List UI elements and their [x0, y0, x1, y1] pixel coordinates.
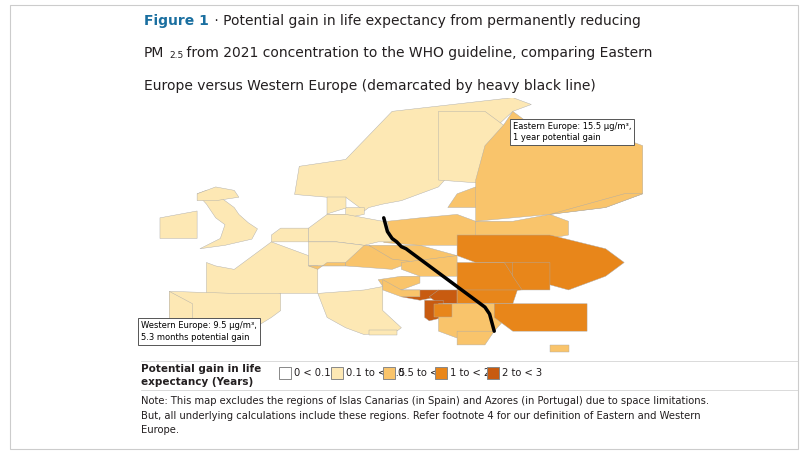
- Polygon shape: [160, 211, 197, 238]
- FancyBboxPatch shape: [10, 5, 798, 449]
- Bar: [331, 366, 343, 379]
- Bar: [280, 366, 292, 379]
- Polygon shape: [384, 214, 476, 245]
- Polygon shape: [169, 291, 280, 345]
- Text: 0.5 to < 1: 0.5 to < 1: [398, 367, 448, 378]
- Polygon shape: [197, 187, 239, 201]
- Polygon shape: [378, 276, 420, 290]
- Text: 2 to < 3: 2 to < 3: [503, 367, 542, 378]
- Polygon shape: [295, 98, 532, 211]
- Text: 1 to < 2: 1 to < 2: [450, 367, 490, 378]
- Polygon shape: [513, 262, 550, 290]
- Bar: [384, 366, 395, 379]
- Polygon shape: [309, 262, 346, 269]
- Polygon shape: [309, 242, 392, 266]
- Polygon shape: [494, 304, 587, 331]
- Polygon shape: [503, 262, 532, 276]
- Polygon shape: [271, 228, 309, 242]
- Text: 0 < 0.1: 0 < 0.1: [294, 367, 331, 378]
- Polygon shape: [369, 245, 457, 262]
- Polygon shape: [318, 286, 402, 335]
- Polygon shape: [439, 304, 513, 338]
- Polygon shape: [197, 190, 258, 249]
- Text: PM: PM: [144, 46, 164, 60]
- Polygon shape: [550, 345, 569, 352]
- Polygon shape: [327, 207, 364, 218]
- Text: Potential gain in life
expectancy (Years): Potential gain in life expectancy (Years…: [141, 364, 262, 387]
- Polygon shape: [30, 135, 133, 159]
- Polygon shape: [457, 290, 517, 304]
- Polygon shape: [429, 290, 457, 304]
- Polygon shape: [443, 304, 457, 311]
- Polygon shape: [457, 235, 625, 290]
- Polygon shape: [550, 194, 643, 214]
- Polygon shape: [457, 331, 494, 345]
- Polygon shape: [369, 330, 397, 335]
- Text: Europe versus Western Europe (demarcated by heavy black line): Europe versus Western Europe (demarcated…: [144, 79, 595, 93]
- Text: Western Europe: 9.5 μg/m³,
5.3 months potential gain: Western Europe: 9.5 μg/m³, 5.3 months po…: [141, 321, 257, 342]
- Text: Note: This map excludes the regions of Islas Canarias (in Spain) and Azores (in : Note: This map excludes the regions of I…: [141, 396, 709, 435]
- Polygon shape: [448, 187, 503, 207]
- Polygon shape: [327, 197, 346, 214]
- Polygon shape: [383, 280, 420, 297]
- Polygon shape: [434, 304, 452, 317]
- Bar: [487, 366, 499, 379]
- Polygon shape: [424, 300, 443, 321]
- Polygon shape: [206, 242, 318, 297]
- Polygon shape: [471, 214, 569, 238]
- Polygon shape: [457, 262, 532, 293]
- Text: Eastern Europe: 15.5 μg/m³,
1 year potential gain: Eastern Europe: 15.5 μg/m³, 1 year poten…: [513, 122, 631, 143]
- Polygon shape: [309, 214, 392, 245]
- Text: from 2021 concentration to the WHO guideline, comparing Eastern: from 2021 concentration to the WHO guide…: [182, 46, 652, 60]
- Polygon shape: [169, 291, 192, 338]
- Text: 0.1 to < 0.5: 0.1 to < 0.5: [347, 367, 406, 378]
- Text: · Potential gain in life expectancy from permanently reducing: · Potential gain in life expectancy from…: [210, 14, 641, 28]
- Polygon shape: [476, 111, 643, 221]
- Text: Figure 1: Figure 1: [144, 14, 208, 28]
- Polygon shape: [439, 111, 532, 183]
- Polygon shape: [402, 290, 439, 300]
- Bar: [436, 366, 448, 379]
- Polygon shape: [346, 245, 410, 269]
- Text: 2.5: 2.5: [169, 51, 183, 60]
- Polygon shape: [402, 256, 457, 276]
